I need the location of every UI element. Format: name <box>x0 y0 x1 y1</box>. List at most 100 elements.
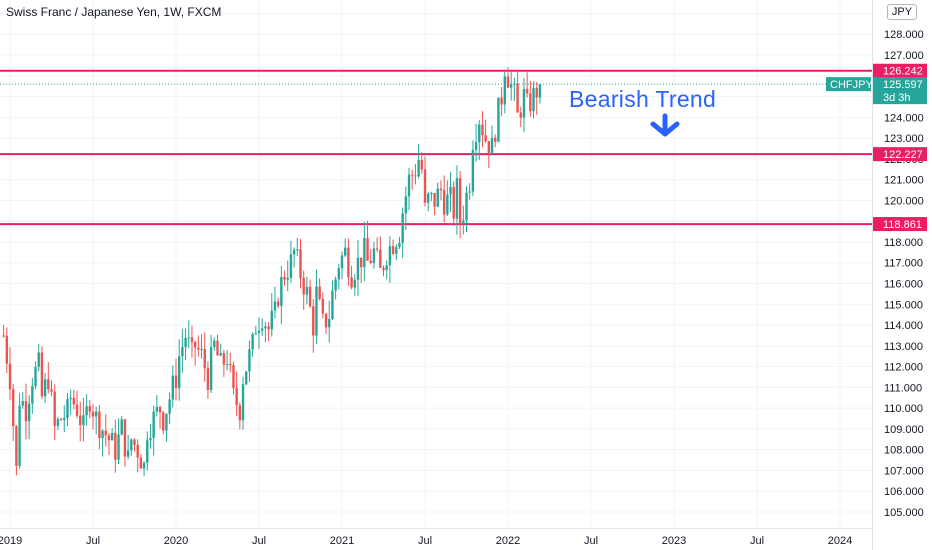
candle-body <box>142 462 146 469</box>
candle <box>484 119 487 143</box>
candle <box>286 260 289 292</box>
candle <box>130 438 133 456</box>
candle-body <box>286 277 289 280</box>
candle-body <box>248 349 251 372</box>
candle-body <box>363 237 366 268</box>
symbol-tag <box>826 77 871 92</box>
candle-body <box>126 450 130 457</box>
candle <box>174 358 178 401</box>
candle-body <box>318 286 321 299</box>
candle <box>538 84 542 104</box>
candle-body <box>136 444 139 458</box>
candle-body <box>66 399 69 418</box>
candle-body <box>11 389 15 427</box>
time-tick-label: 2021 <box>330 535 354 547</box>
candle <box>184 328 187 361</box>
candle-body <box>18 405 21 466</box>
candle <box>267 322 270 342</box>
candle <box>372 241 376 269</box>
candle <box>516 70 519 113</box>
candle-body <box>190 337 194 342</box>
time-tick-label: Jul <box>418 535 432 547</box>
price-tick-label: 117.000 <box>884 258 923 270</box>
candle <box>426 191 430 212</box>
candle-body <box>430 192 433 194</box>
candle <box>155 395 159 417</box>
candle-body <box>535 87 538 98</box>
candle-body <box>203 348 206 369</box>
candle-body <box>88 406 92 412</box>
candle-body <box>442 190 446 215</box>
candle <box>363 222 366 282</box>
candle <box>27 395 31 440</box>
price-tick-label: 105.000 <box>884 507 924 519</box>
candle <box>497 97 500 143</box>
candle <box>219 343 222 357</box>
candle <box>391 239 395 256</box>
symbol-tag-text: CHFJPY <box>830 79 873 91</box>
candle-body <box>34 366 37 387</box>
candle <box>356 239 360 297</box>
candle <box>229 352 232 373</box>
candle-body <box>200 348 203 350</box>
chevron-down-icon <box>650 113 680 137</box>
candle-body <box>283 276 286 280</box>
currency-button[interactable]: JPY <box>887 4 917 20</box>
time-tick-label: 2022 <box>496 535 520 547</box>
candle-body <box>503 76 507 105</box>
candle <box>190 325 194 358</box>
candle <box>525 72 529 98</box>
gridlines <box>0 0 872 528</box>
candle-body <box>420 160 424 170</box>
candle-body <box>177 356 181 389</box>
candle-body <box>404 196 408 214</box>
time-tick-label: 2020 <box>164 535 188 547</box>
candle <box>513 77 516 101</box>
candle-body <box>347 247 350 278</box>
candle-body <box>490 137 494 154</box>
candle <box>50 380 53 397</box>
candle <box>257 317 261 350</box>
candle-body <box>436 188 439 207</box>
candle-body <box>356 257 360 280</box>
candle-body <box>522 89 526 118</box>
candle-body <box>328 319 331 328</box>
candles <box>2 67 542 477</box>
candle-body <box>462 220 465 224</box>
candle <box>283 270 286 286</box>
candle-body <box>168 399 171 414</box>
candle-body <box>130 439 133 451</box>
candle <box>53 384 56 441</box>
candle <box>222 349 226 377</box>
candle <box>241 376 245 430</box>
level-price-tag <box>873 63 927 78</box>
candle <box>458 171 462 239</box>
candle <box>69 389 72 415</box>
candle-body <box>209 347 213 391</box>
candle-body <box>117 434 120 460</box>
candle-body <box>372 248 376 264</box>
candle <box>337 263 341 290</box>
candle-body <box>426 193 430 203</box>
candle-body <box>101 430 104 439</box>
candle-body <box>98 411 101 439</box>
candle-body <box>79 415 82 426</box>
candle-body <box>446 194 449 215</box>
candle-body <box>82 415 85 426</box>
candle-body <box>2 335 5 337</box>
candle-body <box>225 363 229 365</box>
candle <box>379 236 382 269</box>
time-tick-label: Jul <box>86 535 100 547</box>
candle <box>142 461 146 477</box>
candle-body <box>350 277 353 288</box>
candle-body <box>385 265 388 271</box>
level-price-text: 122.227 <box>883 149 923 161</box>
candle <box>152 405 155 456</box>
price-tick-label: 106.000 <box>884 486 924 498</box>
candle <box>63 405 66 433</box>
time-tick-label: Jul <box>750 535 764 547</box>
candle-body <box>315 286 318 336</box>
candle <box>18 392 21 469</box>
